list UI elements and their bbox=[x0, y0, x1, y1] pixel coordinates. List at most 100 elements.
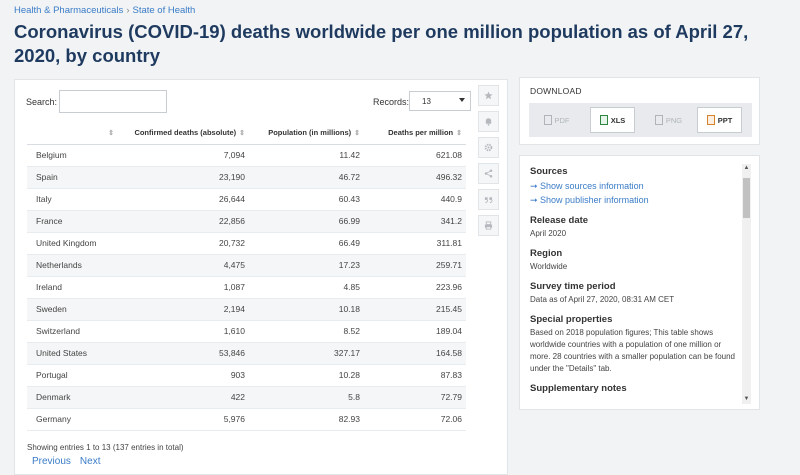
download-pdf-button[interactable]: PDF bbox=[534, 107, 579, 133]
breadcrumb: Health & Pharmaceuticals › State of Health bbox=[14, 5, 195, 16]
table-row: Ireland 1,087 4.85 223.96 bbox=[27, 276, 466, 299]
info-scrollbar[interactable]: ▲ ▼ bbox=[742, 164, 751, 404]
cell-country: Spain bbox=[27, 166, 118, 189]
download-title: DOWNLOAD bbox=[530, 86, 582, 96]
cell-population: 66.99 bbox=[249, 210, 364, 233]
breadcrumb-health[interactable]: Health & Pharmaceuticals bbox=[14, 5, 124, 16]
cell-population: 10.18 bbox=[249, 298, 364, 321]
chevron-down-icon bbox=[459, 98, 465, 102]
cite-button[interactable] bbox=[478, 189, 499, 210]
page-title: Coronavirus (COVID-19) deaths worldwide … bbox=[14, 21, 749, 66]
cell-deaths-per-million: 259.71 bbox=[364, 254, 466, 277]
table-row: Spain 23,190 46.72 496.32 bbox=[27, 166, 466, 189]
cell-deaths-per-million: 72.06 bbox=[364, 408, 466, 431]
print-button[interactable] bbox=[478, 215, 499, 236]
records-select[interactable]: 13 bbox=[409, 91, 471, 111]
cell-population: 66.49 bbox=[249, 232, 364, 255]
cell-deaths-per-million: 215.45 bbox=[364, 298, 466, 321]
table-row: France 22,856 66.99 341.2 bbox=[27, 210, 466, 233]
column-header-country[interactable]: ⇕ bbox=[27, 122, 118, 145]
scroll-down-icon[interactable]: ▼ bbox=[743, 396, 750, 402]
cell-deaths-per-million: 72.79 bbox=[364, 386, 466, 409]
cell-population: 11.42 bbox=[249, 144, 364, 167]
sort-icon: ⇕ bbox=[456, 130, 462, 138]
cell-deaths: 1,610 bbox=[118, 320, 249, 343]
release-date-value: April 2020 bbox=[530, 229, 567, 238]
previous-link[interactable]: Previous bbox=[32, 456, 71, 467]
table-card: Search: Records: 13 ⇕ Confirmed deaths (… bbox=[14, 79, 508, 475]
cell-deaths-per-million: 496.32 bbox=[364, 166, 466, 189]
download-xls-button[interactable]: XLS bbox=[590, 107, 635, 133]
release-date-heading: Release date bbox=[530, 215, 589, 226]
table-row: Switzerland 1,610 8.52 189.04 bbox=[27, 320, 466, 343]
table-row: Netherlands 4,475 17.23 259.71 bbox=[27, 254, 466, 277]
region-heading: Region bbox=[530, 248, 563, 259]
ppt-file-icon bbox=[706, 115, 715, 125]
cell-deaths: 22,856 bbox=[118, 210, 249, 233]
statistics-table: ⇕ Confirmed deaths (absolute) ⇕ Populatio… bbox=[27, 122, 466, 431]
download-bar: PDF XLS PNG PPT bbox=[529, 103, 752, 137]
cell-deaths: 903 bbox=[118, 364, 249, 387]
cell-population: 4.85 bbox=[249, 276, 364, 299]
cell-deaths-per-million: 164.58 bbox=[364, 342, 466, 365]
info-panel: Sources ➞ Show sources information ➞ Sho… bbox=[519, 155, 760, 410]
cell-country: Germany bbox=[27, 408, 118, 431]
cell-deaths: 1,087 bbox=[118, 276, 249, 299]
cell-country: Switzerland bbox=[27, 320, 118, 343]
scroll-thumb[interactable] bbox=[743, 178, 750, 218]
cell-population: 46.72 bbox=[249, 166, 364, 189]
share-button[interactable] bbox=[478, 163, 499, 184]
pdf-file-icon bbox=[543, 115, 552, 125]
records-label: Records: bbox=[373, 97, 410, 107]
png-file-icon bbox=[654, 115, 663, 125]
search-input[interactable] bbox=[59, 90, 167, 113]
cell-country: Sweden bbox=[27, 298, 118, 321]
cell-deaths-per-million: 311.81 bbox=[364, 232, 466, 255]
breadcrumb-state-of-health[interactable]: State of Health bbox=[132, 5, 196, 16]
table-row: Denmark 422 5.8 72.79 bbox=[27, 386, 466, 409]
entries-info: Showing entries 1 to 13 (137 entries in … bbox=[27, 443, 184, 452]
cell-country: Denmark bbox=[27, 386, 118, 409]
quote-icon bbox=[484, 197, 493, 204]
column-header-deaths[interactable]: Confirmed deaths (absolute) ⇕ bbox=[118, 122, 249, 145]
cell-population: 5.8 bbox=[249, 386, 364, 409]
notification-button[interactable] bbox=[478, 111, 499, 132]
scroll-up-icon[interactable]: ▲ bbox=[743, 165, 750, 171]
breadcrumb-separator: › bbox=[126, 5, 130, 16]
xls-file-icon bbox=[599, 115, 608, 125]
gear-icon bbox=[484, 143, 493, 152]
cell-deaths-per-million: 440.9 bbox=[364, 188, 466, 211]
cell-deaths: 23,190 bbox=[118, 166, 249, 189]
table-row: Germany 5,976 82.93 72.06 bbox=[27, 408, 466, 431]
table-row: United Kingdom 20,732 66.49 311.81 bbox=[27, 232, 466, 255]
download-ppt-button[interactable]: PPT bbox=[697, 107, 742, 133]
sort-icon: ⇕ bbox=[108, 130, 114, 138]
favorite-button[interactable] bbox=[478, 85, 499, 106]
download-png-button[interactable]: PNG bbox=[646, 107, 691, 133]
show-sources-link[interactable]: ➞ Show sources information bbox=[530, 181, 644, 191]
cell-population: 17.23 bbox=[249, 254, 364, 277]
cell-deaths: 5,976 bbox=[118, 408, 249, 431]
column-header-deaths-per-million[interactable]: Deaths per million ⇕ bbox=[364, 122, 466, 145]
cell-country: Belgium bbox=[27, 144, 118, 167]
cell-country: United States bbox=[27, 342, 118, 365]
settings-button[interactable] bbox=[478, 137, 499, 158]
cell-population: 327.17 bbox=[249, 342, 364, 365]
next-link[interactable]: Next bbox=[79, 456, 101, 467]
cell-deaths: 53,846 bbox=[118, 342, 249, 365]
cell-deaths: 7,094 bbox=[118, 144, 249, 167]
cell-deaths-per-million: 189.04 bbox=[364, 320, 466, 343]
cell-deaths: 4,475 bbox=[118, 254, 249, 277]
share-icon bbox=[484, 169, 493, 178]
table-header-row: ⇕ Confirmed deaths (absolute) ⇕ Populatio… bbox=[27, 122, 466, 145]
table-row: Portugal 903 10.28 87.83 bbox=[27, 364, 466, 387]
cell-population: 82.93 bbox=[249, 408, 364, 431]
survey-period-value: Data as of April 27, 2020, 08:31 AM CET bbox=[530, 295, 675, 304]
show-publisher-link[interactable]: ➞ Show publisher information bbox=[530, 195, 649, 205]
sort-icon: ⇕ bbox=[354, 130, 360, 138]
column-header-population[interactable]: Population (in millions) ⇕ bbox=[249, 122, 364, 145]
download-panel: DOWNLOAD PDF XLS PNG PPT bbox=[519, 77, 760, 145]
cell-deaths: 2,194 bbox=[118, 298, 249, 321]
cell-country: Netherlands bbox=[27, 254, 118, 277]
table-row: Belgium 7,094 11.42 621.08 bbox=[27, 144, 466, 167]
